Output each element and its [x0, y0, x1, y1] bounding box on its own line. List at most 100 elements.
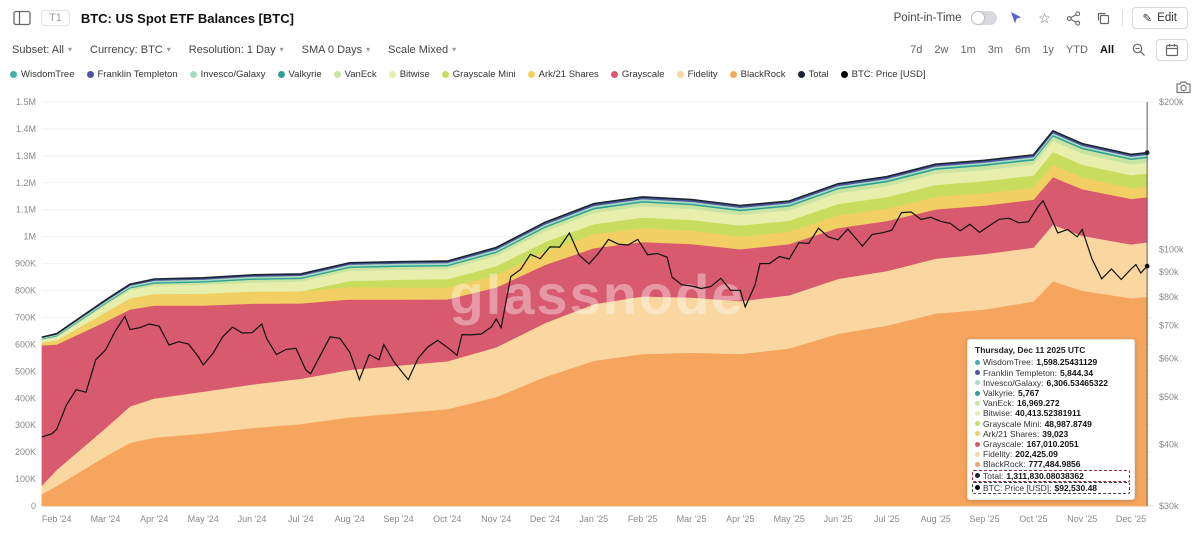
tooltip-value: 1,598.25431129 — [1036, 357, 1098, 368]
legend-dot-icon — [527, 71, 535, 78]
legend-dot-icon — [86, 71, 94, 78]
tooltip-value: 202,425.09 — [1015, 449, 1058, 460]
tooltip-value: 48,987.8749 — [1044, 418, 1092, 429]
chevron-down-icon: ▾ — [366, 45, 371, 54]
right-axis-label: $40k — [1159, 440, 1179, 450]
legend-item-wisdomtree[interactable]: WisdomTree — [10, 69, 75, 80]
left-axis-label: 200K — [15, 447, 36, 457]
tooltip-row-invesco-galaxy: Invesco/Galaxy: 6,306.53465322 — [975, 378, 1127, 388]
legend-item-btc-price-usd[interactable]: BTC: Price [USD] — [840, 69, 926, 80]
tooltip-row-wisdomtree: WisdomTree: 1,598.25431129 — [975, 357, 1127, 367]
range-all[interactable]: All — [1099, 43, 1114, 56]
total-line[interactable] — [41, 129, 1148, 338]
x-axis-label: May '25 — [774, 514, 805, 524]
right-axis-label: $50k — [1159, 392, 1179, 402]
legend-label: VanEck — [344, 69, 377, 80]
tooltip-value: 5,767 — [1017, 387, 1040, 398]
watermark: glassnode — [450, 263, 745, 326]
zoom-out-icon[interactable] — [1128, 40, 1148, 60]
tooltip-dot-icon — [975, 485, 980, 491]
price-line[interactable] — [41, 199, 1148, 438]
tooltip-row-vaneck: VanEck: 16,969.272 — [975, 398, 1127, 408]
range-3m[interactable]: 3m — [987, 43, 1004, 56]
legend: WisdomTree Franklin Templeton Invesco/Gala… — [0, 63, 1200, 86]
sidebar-toggle-icon[interactable] — [12, 8, 32, 28]
filter-resolution-1-day[interactable]: Resolution: 1 Day ▾ — [189, 44, 284, 56]
tooltip-label: Valkyrie: — [983, 387, 1015, 398]
legend-item-invesco-galaxy[interactable]: Invesco/Galaxy — [189, 69, 266, 80]
tooltip-dot-icon — [975, 359, 980, 365]
camera-icon[interactable] — [1175, 80, 1192, 99]
tooltip-dot-icon — [975, 421, 980, 427]
legend-item-fidelity[interactable]: Fidelity — [676, 69, 718, 80]
left-axis-label: 1M — [23, 232, 36, 242]
tooltip-label: Franklin Templeton: — [983, 367, 1058, 378]
x-axis-label: Jul '25 — [874, 514, 900, 524]
filter-sma-0-days[interactable]: SMA 0 Days ▾ — [302, 44, 371, 56]
edit-button[interactable]: ✎ Edit — [1131, 7, 1188, 29]
x-axis-label: Oct '24 — [433, 514, 461, 524]
range-1y[interactable]: 1y — [1042, 43, 1054, 56]
chevron-down-icon: ▾ — [67, 45, 72, 54]
filter-label: SMA 0 Days — [301, 43, 363, 56]
tooltip-rows: WisdomTree: 1,598.25431129 Franklin Temple… — [972, 357, 1130, 494]
chevron-down-icon: ▾ — [279, 45, 284, 54]
x-axis-label: Nov '25 — [1067, 514, 1097, 524]
legend-item-valkyrie[interactable]: Valkyrie — [277, 69, 322, 80]
legend-item-franklin-templeton[interactable]: Franklin Templeton — [86, 69, 178, 80]
tooltip-label: Ark/21 Shares: — [983, 428, 1040, 439]
pointer-icon[interactable] — [1006, 8, 1026, 28]
tooltip-value: 167,010.2051 — [1026, 438, 1079, 449]
range-6m[interactable]: 6m — [1015, 43, 1031, 56]
tab-t1[interactable]: T1 — [41, 10, 70, 26]
legend-item-grayscale-mini[interactable]: Grayscale Mini — [441, 69, 516, 80]
chart-area: glassnode 1.5M 1.4M 1.3M 1.2M 1.1M 1M 900K 800K 7… — [0, 81, 1200, 538]
left-axis-label: 500K — [15, 366, 36, 376]
tooltip-label: BTC: Price [USD]: — [983, 482, 1052, 493]
left-axis-label: 800K — [15, 286, 36, 296]
range-ytd[interactable]: YTD — [1065, 43, 1088, 56]
chart-tooltip: Thursday, Dec 11 2025 UTC WisdomTree: 1,5… — [967, 339, 1135, 500]
filter-currency-btc[interactable]: Currency: BTC ▾ — [90, 44, 171, 56]
tooltip-row-ark-21-shares: Ark/21 Shares: 39,023 — [975, 429, 1127, 439]
range-1m[interactable]: 1m — [960, 43, 976, 56]
right-axis-label: $200k — [1159, 97, 1184, 107]
header: T1 BTC: US Spot ETF Balances [BTC] Point… — [0, 0, 1200, 36]
share-icon[interactable] — [1064, 8, 1084, 28]
legend-dot-icon — [388, 71, 396, 78]
left-axis-label: 0 — [31, 501, 36, 511]
x-axis-label: Dec '25 — [1116, 514, 1146, 524]
x-axis-label: Mar '24 — [91, 514, 121, 524]
star-icon[interactable]: ☆ — [1038, 10, 1051, 26]
toolbar: Subset: All ▾ Currency: BTC ▾ Resolution: 1 … — [0, 36, 1200, 63]
right-axis-label: $30k — [1159, 501, 1179, 511]
legend-item-total[interactable]: Total — [797, 69, 829, 80]
filter-scale-mixed[interactable]: Scale Mixed ▾ — [388, 44, 456, 56]
legend-dot-icon — [189, 71, 197, 78]
tooltip-row-fidelity: Fidelity: 202,425.09 — [975, 449, 1127, 459]
calendar-button[interactable] — [1156, 38, 1188, 61]
tooltip-dot-icon — [975, 370, 980, 376]
copy-icon[interactable] — [1093, 8, 1113, 28]
legend-item-bitwise[interactable]: Bitwise — [388, 69, 430, 80]
x-axis-label: Oct '25 — [1019, 514, 1047, 524]
filter-label: Scale Mixed — [388, 43, 449, 56]
filter-subset-all[interactable]: Subset: All ▾ — [12, 44, 72, 56]
range-2w[interactable]: 2w — [934, 43, 949, 56]
tooltip-dot-icon — [975, 410, 980, 416]
legend-item-ark-21-shares[interactable]: Ark/21 Shares — [527, 69, 599, 80]
tooltip-row-grayscale: Grayscale: 167,010.2051 — [975, 439, 1127, 449]
range-7d[interactable]: 7d — [910, 43, 923, 56]
legend-item-grayscale[interactable]: Grayscale — [610, 69, 665, 80]
x-axis-label: Jan '25 — [579, 514, 608, 524]
chart-canvas[interactable]: glassnode 1.5M 1.4M 1.3M 1.2M 1.1M 1M 900K 800K 7… — [0, 86, 1200, 538]
tooltip-row-bitwise: Bitwise: 40,413.52381911 — [975, 408, 1127, 418]
point-in-time-toggle[interactable] — [970, 11, 997, 25]
edit-button-label: Edit — [1157, 12, 1177, 24]
x-axis-label: Apr '25 — [726, 514, 754, 524]
tooltip-row-valkyrie: Valkyrie: 5,767 — [975, 388, 1127, 398]
x-axis-label: Aug '25 — [921, 514, 951, 524]
legend-item-vaneck[interactable]: VanEck — [333, 69, 377, 80]
legend-item-blackrock[interactable]: BlackRock — [729, 69, 786, 80]
total-end-dot — [1144, 150, 1150, 156]
